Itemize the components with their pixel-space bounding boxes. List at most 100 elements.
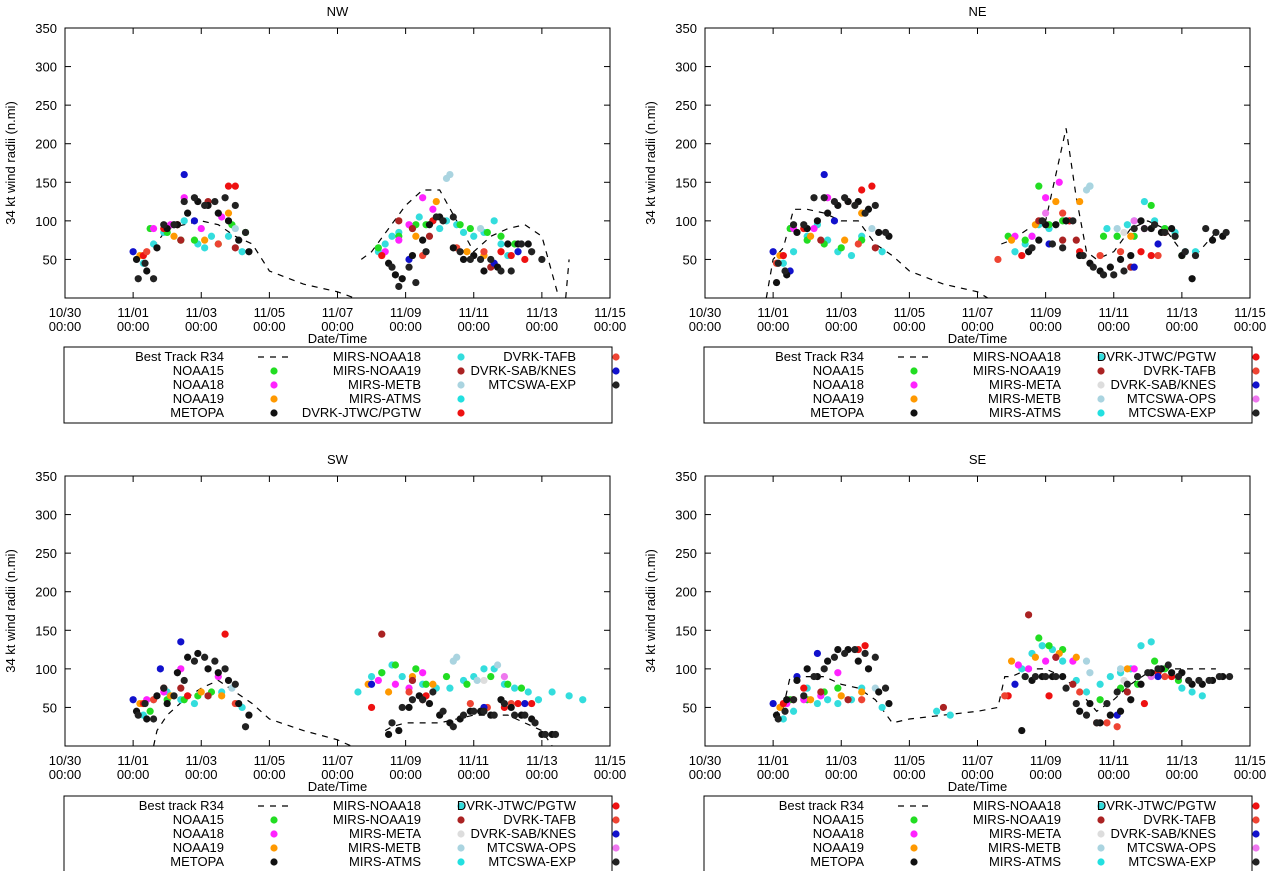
data-point: [1106, 711, 1114, 719]
data-point: [806, 232, 815, 240]
legend-label: MTCSWA-EXP: [1128, 854, 1216, 869]
data-point: [231, 182, 239, 190]
x-tick-label-time: 00:00: [526, 767, 559, 782]
legend-label: MTCSWA-EXP: [488, 377, 576, 392]
x-tick-label-time: 00:00: [1234, 319, 1267, 334]
x-tick-label-date: 11/11: [458, 305, 489, 320]
legend-dot-marker: [1252, 353, 1260, 361]
data-point: [820, 665, 828, 673]
data-point: [1144, 669, 1152, 677]
x-tick-label-time: 00:00: [1166, 319, 1199, 334]
data-point: [1147, 201, 1155, 210]
data-point: [1031, 672, 1040, 681]
data-point: [1076, 707, 1084, 715]
legend-dot-marker: [612, 858, 620, 866]
legend-label: DVRK-SAB/KNES: [1111, 377, 1217, 392]
data-point: [245, 248, 253, 256]
data-point: [466, 255, 474, 264]
data-point: [1113, 688, 1121, 696]
data-point: [235, 236, 243, 244]
data-point: [163, 699, 171, 708]
x-tick-label-date: 11/05: [254, 753, 286, 768]
legend-label: MIRS-ATMS: [989, 854, 1061, 869]
y-tick-label: 300: [35, 60, 57, 75]
data-point: [141, 699, 149, 708]
data-point: [395, 282, 403, 291]
data-point: [1127, 251, 1135, 260]
series-mtcswa-exp: [134, 194, 546, 291]
data-point: [793, 228, 801, 237]
data-point: [1082, 711, 1091, 719]
x-tick-label-time: 00:00: [321, 767, 354, 782]
data-point: [507, 251, 515, 260]
data-point: [149, 275, 158, 283]
data-point: [224, 676, 233, 685]
legend-dot-marker: [457, 830, 465, 838]
data-point: [1120, 228, 1128, 237]
legend-dot-marker: [612, 816, 620, 824]
legend-label: MIRS-METB: [348, 840, 421, 855]
data-point: [221, 665, 229, 673]
data-point: [1205, 676, 1213, 685]
data-point: [994, 255, 1002, 264]
data-point: [490, 217, 498, 225]
x-tick-label-time: 00:00: [893, 319, 926, 334]
data-point: [881, 228, 890, 237]
x-tick-label-time: 00:00: [1097, 767, 1130, 782]
x-tick-label-date: 11/01: [757, 753, 789, 768]
x-tick-label-time: 00:00: [594, 767, 627, 782]
data-point: [388, 263, 396, 271]
y-tick-label: 200: [675, 137, 697, 152]
data-point: [1093, 719, 1101, 727]
data-point: [800, 692, 808, 700]
data-point: [1174, 672, 1183, 681]
data-point: [878, 703, 886, 712]
data-point: [1137, 680, 1145, 688]
data-point: [1191, 251, 1200, 260]
legend-dot-marker: [457, 858, 465, 866]
data-point: [1042, 657, 1050, 665]
data-point: [1113, 224, 1121, 233]
data-point: [1001, 692, 1009, 700]
data-point: [1096, 680, 1104, 688]
x-tick-label-date: 11/03: [185, 305, 217, 320]
y-tick-label: 150: [675, 175, 697, 190]
legend-label: NOAA15: [173, 363, 224, 378]
data-point: [231, 680, 239, 688]
legend-label: DVRK-TAFB: [503, 812, 576, 827]
x-tick-label-date: 11/03: [825, 305, 857, 320]
legend-dot-marker: [457, 367, 465, 375]
series-mirs-metb: [228, 653, 502, 692]
data-point: [806, 696, 815, 704]
legend-label: MTCSWA-EXP: [488, 854, 576, 869]
data-point: [384, 688, 393, 696]
series-mirs-noaa18: [779, 638, 1206, 723]
y-tick-label: 100: [35, 214, 57, 229]
data-point: [197, 224, 205, 233]
data-point: [391, 661, 400, 669]
data-point: [834, 699, 842, 708]
data-point: [779, 251, 787, 260]
data-point: [541, 730, 549, 739]
data-point: [224, 209, 233, 217]
data-point: [1116, 255, 1125, 264]
series-noaa15: [146, 661, 526, 715]
data-point: [470, 232, 478, 240]
data-point: [367, 672, 376, 681]
data-point: [143, 267, 151, 275]
data-point: [398, 703, 406, 712]
data-point: [143, 248, 151, 256]
legend-label: MIRS-NOAA19: [973, 812, 1061, 827]
legend-label: DVRK-JTWC/PGTW: [1097, 349, 1217, 364]
legend-label: DVRK-JTWC/PGTW: [302, 405, 422, 420]
data-point: [531, 719, 539, 727]
data-point: [190, 194, 199, 202]
legend-dot-marker: [612, 802, 620, 810]
data-point: [779, 259, 787, 267]
data-point: [432, 213, 440, 221]
panel-sw: SW3503002502001501005010/3000:0011/0100:…: [3, 452, 626, 871]
series-mirs-metb: [231, 170, 485, 233]
legend-dot-marker: [910, 381, 918, 389]
